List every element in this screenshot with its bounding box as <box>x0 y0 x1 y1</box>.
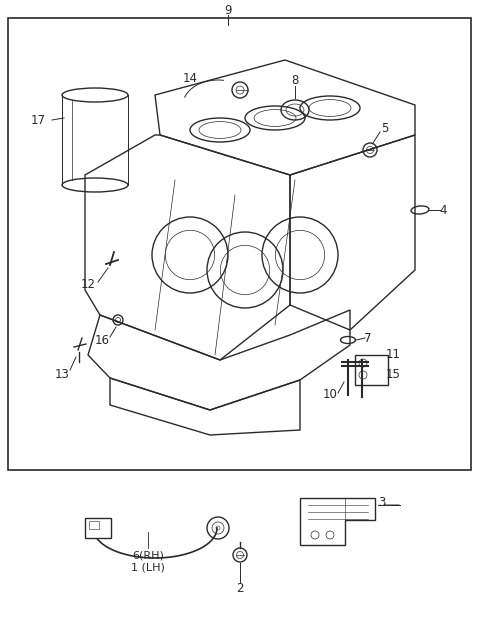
Text: 12: 12 <box>81 279 96 292</box>
FancyBboxPatch shape <box>85 518 111 538</box>
Text: 2: 2 <box>236 582 244 595</box>
Text: 1 (LH): 1 (LH) <box>131 562 165 572</box>
Text: 14: 14 <box>182 72 197 85</box>
Text: 5: 5 <box>381 122 389 135</box>
Text: 16: 16 <box>95 334 109 347</box>
Bar <box>8 18 471 470</box>
FancyBboxPatch shape <box>89 521 99 529</box>
Text: 4: 4 <box>439 203 447 216</box>
Text: 8: 8 <box>291 74 299 87</box>
Text: 9: 9 <box>224 4 232 17</box>
Text: 17: 17 <box>31 114 46 127</box>
Text: 11: 11 <box>385 349 400 362</box>
Text: 3: 3 <box>378 496 386 509</box>
Text: 7: 7 <box>364 331 372 344</box>
Text: 10: 10 <box>323 389 337 402</box>
Text: 15: 15 <box>385 368 400 381</box>
Text: 6(RH): 6(RH) <box>132 550 164 560</box>
Text: 13: 13 <box>55 368 70 381</box>
